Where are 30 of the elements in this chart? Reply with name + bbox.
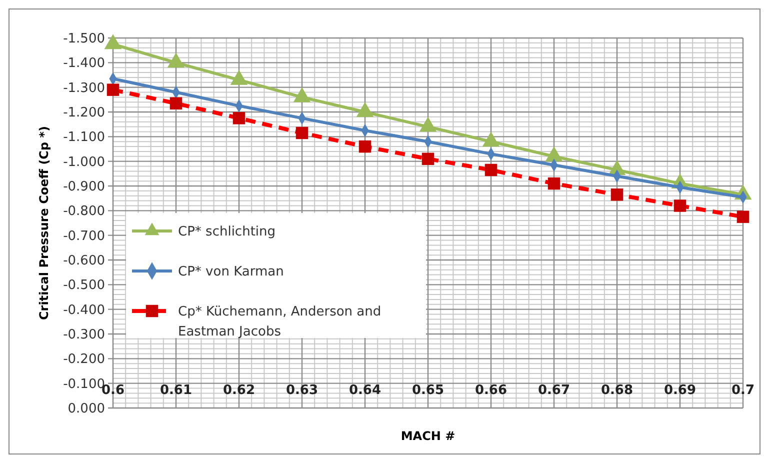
x-tick-label: 0.67 [538,383,570,398]
x-axis-title: MACH # [400,429,456,443]
x-tick-label: 0.69 [664,383,696,398]
legend-label: CP* von Karman [178,264,284,280]
y-tick-label: -1.000 [63,154,105,170]
x-tick-label: 0.65 [412,383,444,398]
y-tick-label: -1.500 [63,32,105,47]
x-tick-label: 0.61 [160,383,192,398]
y-tick-label: -1.300 [63,80,105,96]
y-tick-label: -1.100 [63,130,105,146]
y-tick-label: -0.200 [63,352,105,368]
legend-label: Cp* Küchemann, Anderson and Eastman Jacobs [178,304,382,340]
x-tick-label: 0.7 [731,383,755,398]
x-tick-label: 0.66 [474,383,508,398]
x-tick-label: 0.64 [348,383,382,398]
y-axis-title: Critical Pressure Coeff (Cp *) [37,126,51,320]
legend-label: CP* schlichting [178,224,276,240]
y-tick-label: -0.400 [63,302,105,318]
y-tick-label: -1.400 [63,56,105,72]
y-tick-label: -0.500 [63,278,105,294]
y-tick-label: -1.200 [63,106,105,121]
x-tick-label: 0.62 [222,383,256,398]
y-tick-label: -0.900 [63,180,105,195]
x-tick-label: 0.63 [286,383,318,398]
y-tick-label: -0.700 [63,228,105,244]
x-tick-label: 0.68 [600,383,634,398]
y-tick-label: 0.000 [68,402,105,417]
y-tick-label: -0.800 [63,204,105,220]
y-tick-label: -0.300 [63,328,105,343]
y-tick-label: -0.600 [63,254,105,269]
